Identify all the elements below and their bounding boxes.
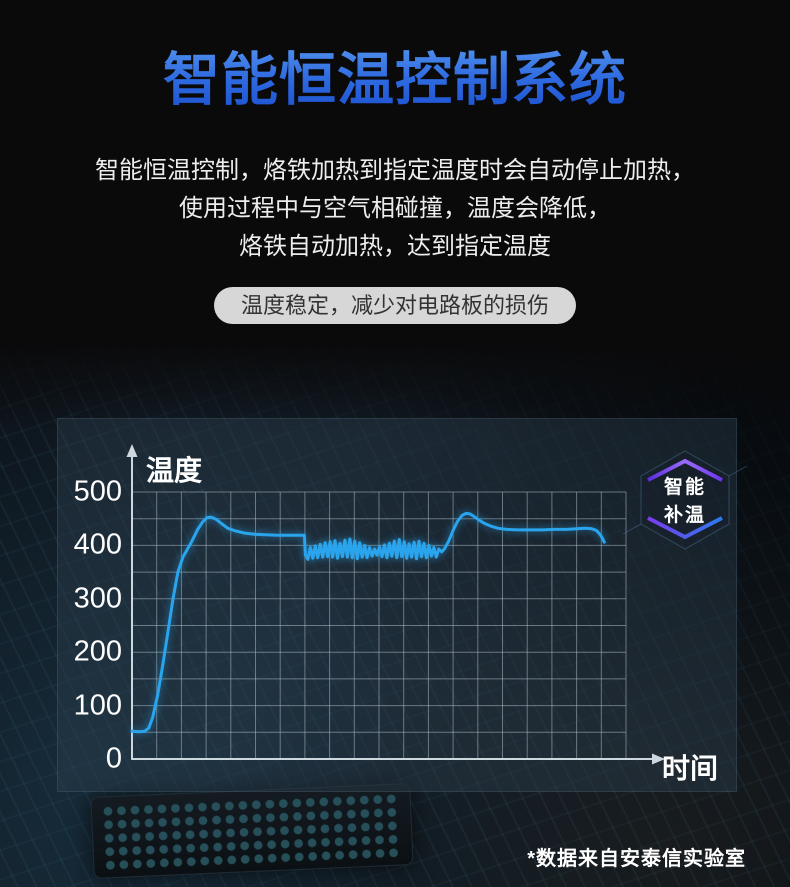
bga-chip-image (90, 783, 414, 879)
temperature-chart-svg (126, 444, 665, 765)
badge-accent-line-top (728, 465, 748, 477)
temperature-curve (130, 511, 606, 734)
stability-pill: 温度稳定，减少对电路板的损伤 (213, 287, 576, 324)
badge-hexagon-icon (622, 450, 748, 550)
badge-top-chevron-icon (647, 458, 723, 482)
description: 智能恒温控制，烙铁加热到指定温度时会自动停止加热， 使用过程中与空气相碰撞，温度… (0, 152, 790, 266)
y-axis-label: 温度 (146, 455, 203, 486)
smart-reheat-badge: 智能 补温 (622, 449, 748, 551)
page-title: 智能恒温控制系统 (0, 34, 790, 116)
badge-line-2: 补温 (663, 504, 706, 526)
y-tick-100: 100 (73, 689, 122, 722)
x-axis-label: 时间 (662, 753, 719, 784)
y-tick-300: 300 (73, 582, 122, 615)
badge-accent-line-bottom (622, 523, 642, 535)
y-tick-500: 500 (73, 475, 122, 508)
stability-pill-wrapper: 温度稳定，减少对电路板的损伤 (0, 287, 790, 324)
y-tick-0: 0 (105, 742, 122, 775)
data-source-footnote: *数据来自安泰信实验室 (527, 848, 746, 870)
badge-bottom-chevron-icon (647, 516, 723, 540)
description-line-2: 使用过程中与空气相碰撞，温度会降低， (179, 195, 611, 222)
y-tick-200: 200 (73, 635, 122, 668)
description-line-3: 烙铁自动加热，达到指定温度 (239, 233, 551, 260)
badge-text: 智能 补温 (635, 449, 735, 551)
badge-line-1: 智能 (663, 476, 706, 498)
description-line-1: 智能恒温控制，烙铁加热到指定温度时会自动停止加热， (95, 157, 695, 184)
y-tick-400: 400 (73, 528, 122, 561)
bga-pad-grid (101, 792, 403, 872)
chart-panel: 500 400 300 200 100 0 温度 时间 (57, 418, 748, 792)
